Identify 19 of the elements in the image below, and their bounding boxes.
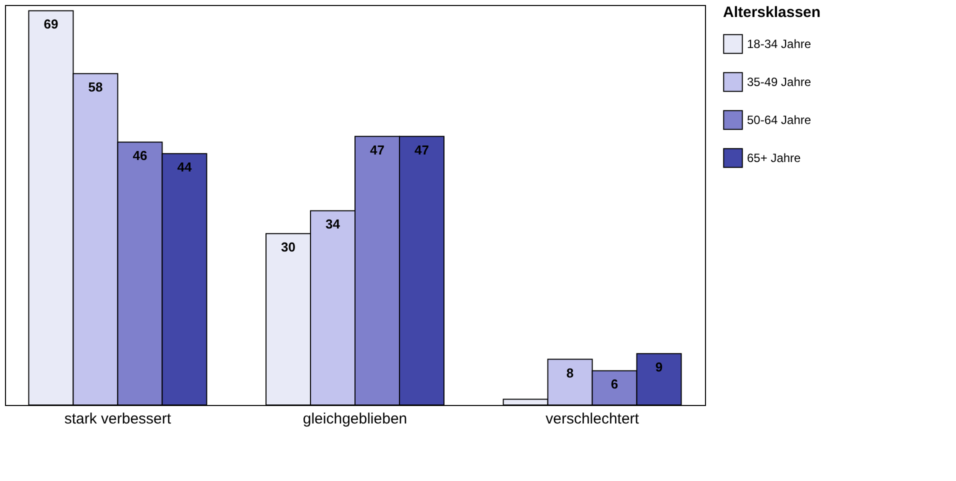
data-label: 47	[414, 142, 429, 158]
data-label: 69	[44, 16, 58, 32]
data-label: 8	[566, 365, 574, 380]
data-label: 34	[326, 216, 341, 232]
legend-label: 35-49 Jahre	[747, 75, 812, 89]
data-label: 47	[370, 142, 384, 158]
data-label: 46	[132, 148, 148, 164]
data-label: 44	[177, 160, 192, 175]
legend-label: 18-34 Jahre	[747, 37, 812, 51]
data-label: 58	[88, 80, 103, 95]
data-label: 6	[610, 376, 618, 392]
x-tick-label: gleichgeblieben	[302, 410, 408, 428]
data-label: 30	[281, 240, 296, 255]
data-label: 9	[655, 360, 663, 375]
x-tick-label: stark verbessert	[64, 410, 172, 428]
legend-label: 50-64 Jahre	[747, 113, 812, 127]
legend-label: 65+ Jahre	[747, 151, 802, 165]
legend-title: Altersklassen	[723, 4, 821, 21]
x-tick-label: verschlechtert	[546, 410, 640, 428]
